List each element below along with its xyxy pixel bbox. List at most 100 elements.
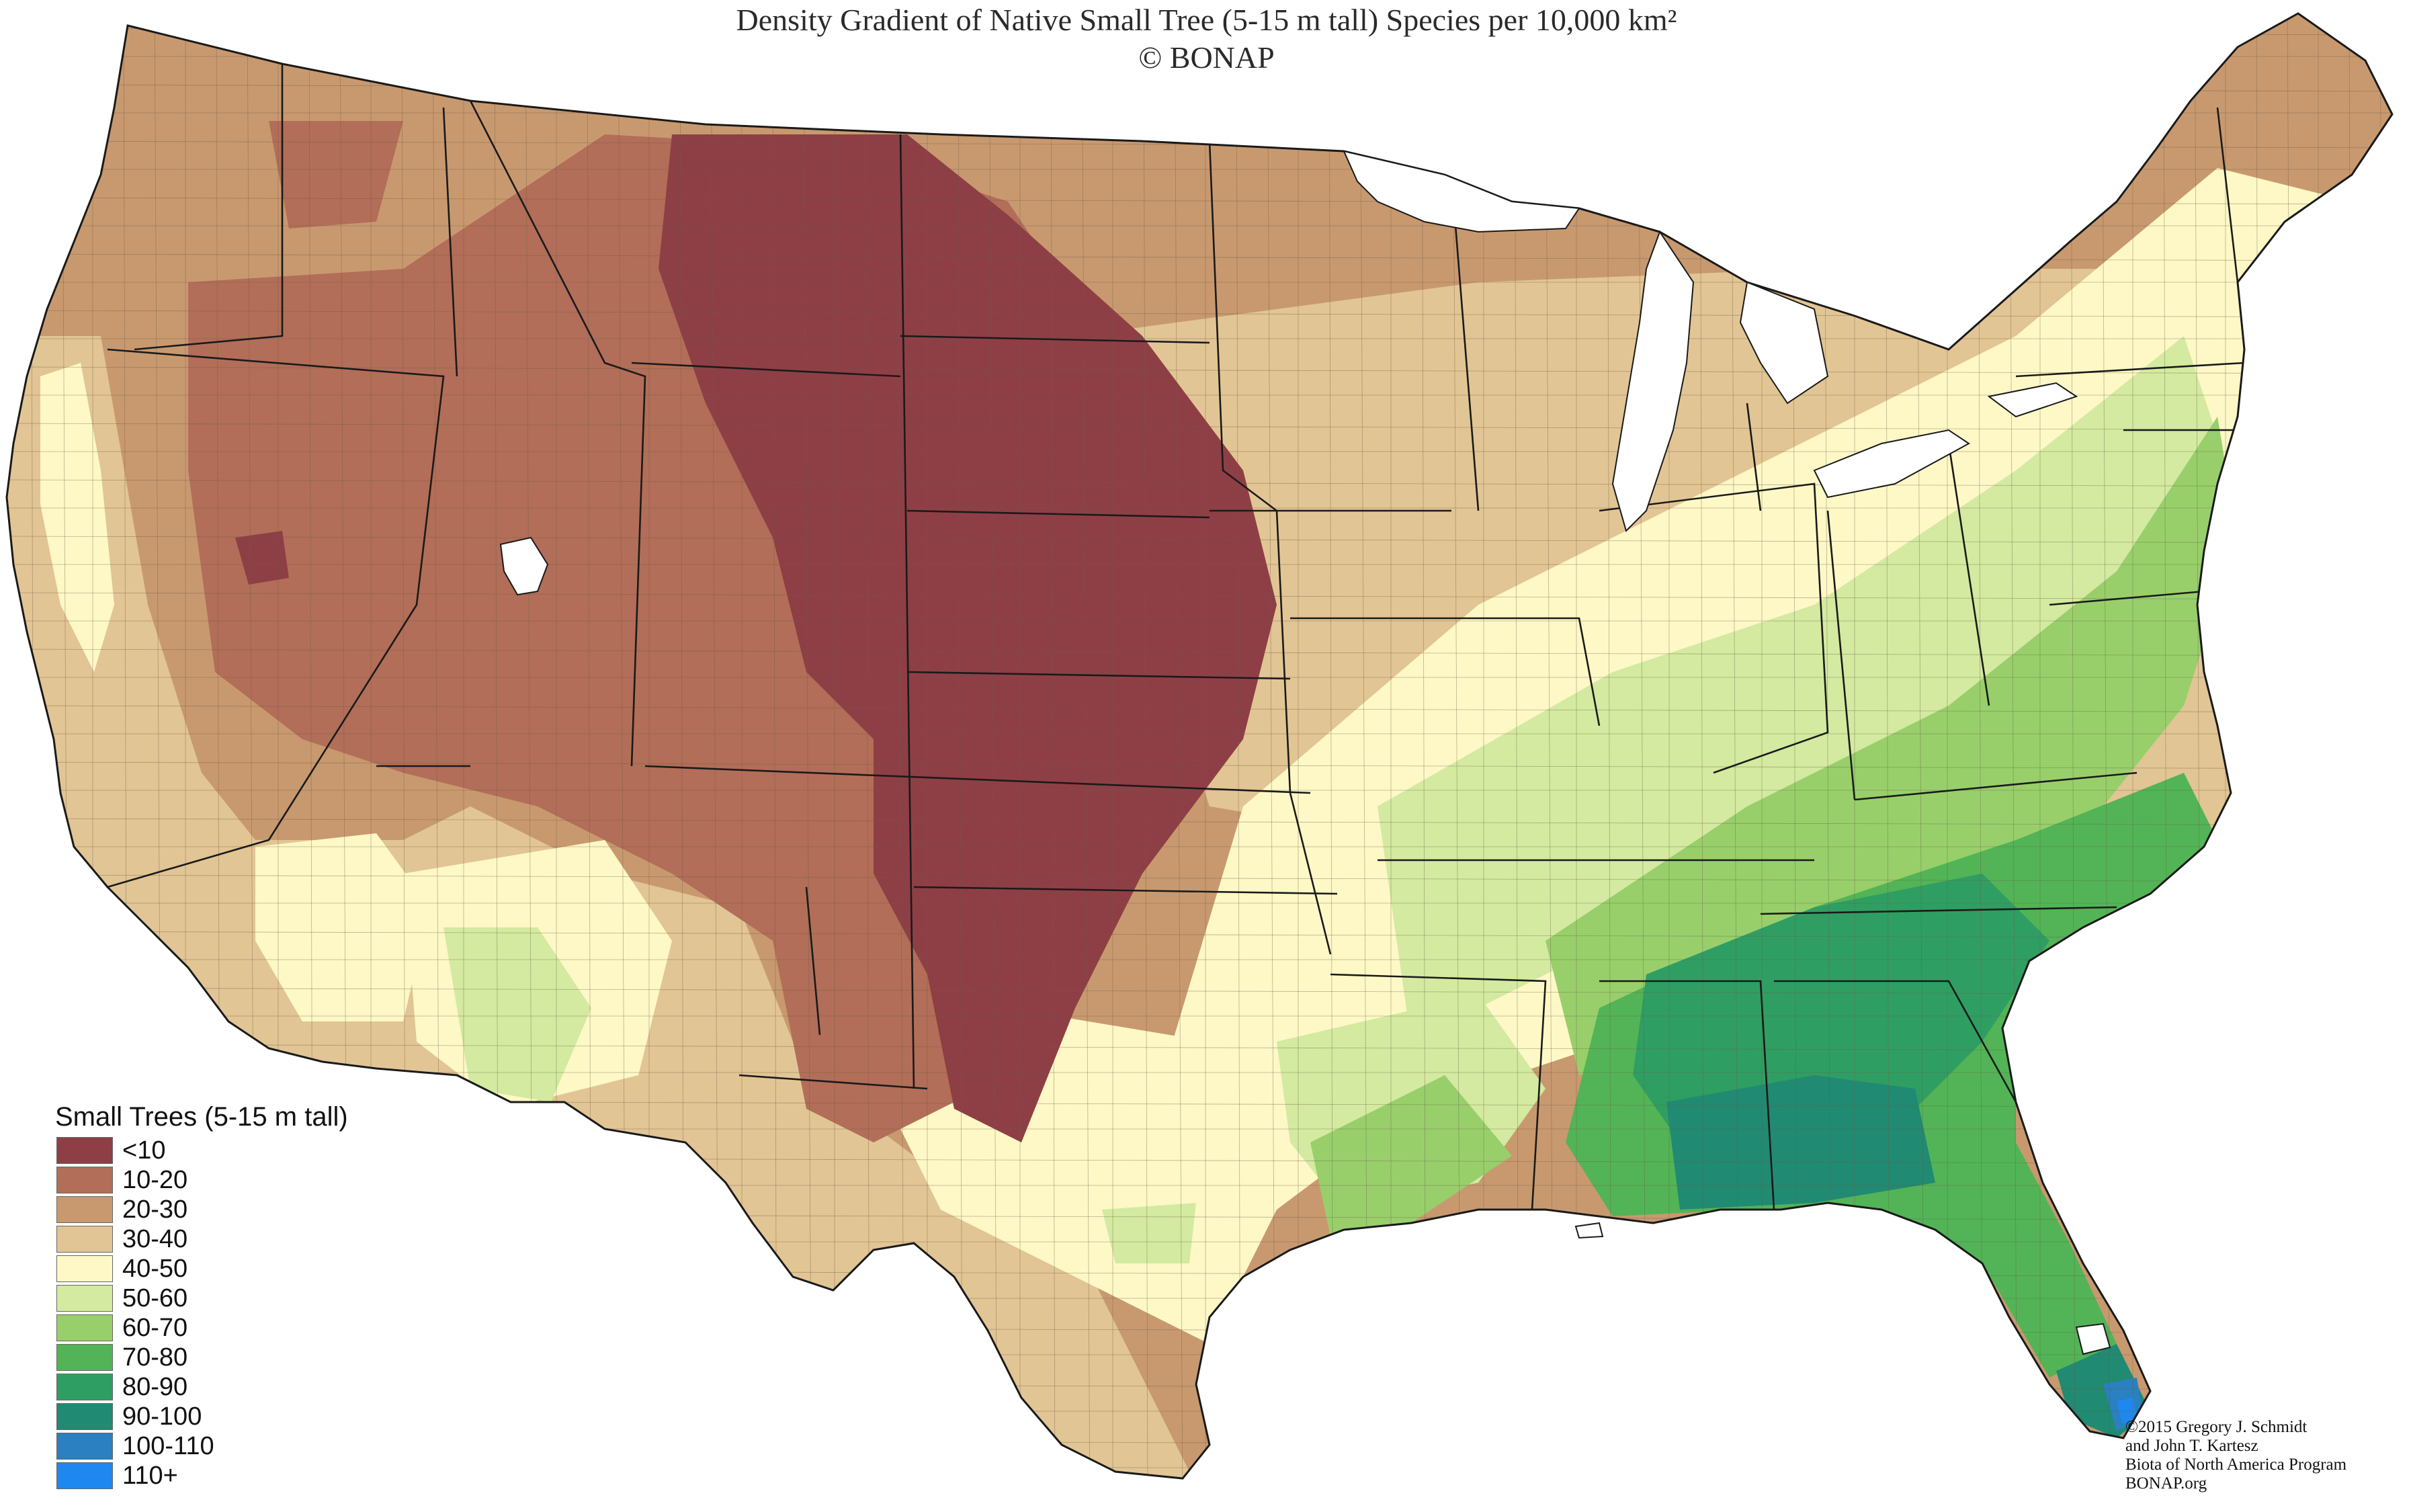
state-boundary (1826, 510, 1856, 800)
credits-block: ©2015 Gregory J. Schmidt and John T. Kar… (2125, 1418, 2346, 1493)
legend-label: 110+ (122, 1461, 178, 1490)
state-boundary (906, 671, 1291, 680)
legend-item: 10-20 (56, 1165, 348, 1195)
legend-label: 30-40 (122, 1224, 188, 1253)
legend-swatch (56, 1403, 113, 1430)
band-40-50 (255, 833, 430, 1021)
map-copyright: © BONAP (1138, 40, 1275, 75)
legend-items: <10 10-20 20-30 30-40 40-50 50-60 60-70 70-80 80… (56, 1136, 348, 1490)
state-boundary (2049, 590, 2205, 606)
legend-label: 60-70 (122, 1313, 188, 1342)
legend-item: 110+ (56, 1461, 348, 1490)
credit-line: and John T. Kartesz (2125, 1437, 2258, 1455)
legend-label: 20-30 (122, 1195, 188, 1224)
state-boundary (107, 348, 445, 888)
lake-erie (1813, 429, 1970, 499)
legend-swatch (56, 1226, 113, 1253)
band-10-20 (269, 121, 403, 228)
legend-title: Small Trees (5-15 m tall) (55, 1102, 348, 1132)
legend-label: 40-50 (122, 1254, 188, 1283)
state-boundary (1599, 482, 1829, 774)
state-boundary (1289, 792, 1332, 955)
state-boundary (134, 64, 284, 351)
state-boundary (1854, 771, 2137, 801)
map-legend: Small Trees (5-15 m tall) <10 10-20 20-30 3… (55, 1101, 348, 1490)
legend-label: 10-20 (122, 1165, 188, 1194)
map-title-block: Density Gradient of Native Small Tree (5… (0, 1, 2413, 77)
lake-ontario (1987, 382, 2078, 418)
map-title: Density Gradient of Native Small Tree (5… (736, 3, 1677, 37)
lake-superior (1343, 150, 1580, 233)
state-boundary (1290, 617, 1601, 726)
state-boundary (631, 362, 901, 378)
state-boundary (1208, 140, 1292, 794)
state-boundary (1760, 906, 2117, 915)
lake-pontchartrain (1574, 1222, 1604, 1239)
state-boundary (2015, 362, 2245, 378)
state-boundary (1450, 174, 1480, 511)
legend-label: 50-60 (122, 1284, 188, 1312)
legend-label: 100-110 (122, 1431, 214, 1460)
state-boundary (2216, 107, 2239, 283)
credit-line: BONAP.org (2125, 1474, 2207, 1493)
state-boundary (1599, 980, 1775, 1210)
state-boundary (913, 886, 1338, 895)
legend-item: 30-40 (56, 1224, 348, 1254)
legend-label: 70-80 (122, 1343, 188, 1372)
legend-item: 90-100 (56, 1402, 348, 1431)
great-lakes (499, 150, 2111, 1355)
legend-item: 60-70 (56, 1313, 348, 1343)
legend-item: 70-80 (56, 1343, 348, 1372)
band-less-10 (235, 531, 289, 585)
lake-michigan (1611, 230, 1695, 532)
legend-label: 80-90 (122, 1372, 188, 1401)
legend-label: <10 (122, 1136, 166, 1165)
state-boundary (469, 100, 646, 767)
state-boundary (805, 886, 821, 1036)
legend-label: 90-100 (122, 1402, 202, 1431)
legend-swatch (56, 1433, 113, 1460)
band-40-50 (40, 363, 114, 672)
band-50-60 (1102, 1203, 1196, 1263)
state-boundary (900, 335, 1210, 344)
legend-item: 80-90 (56, 1372, 348, 1402)
legend-swatch (56, 1255, 113, 1282)
legend-swatch (56, 1314, 113, 1341)
state-boundary (1746, 403, 1762, 511)
lake-huron (1739, 281, 1829, 405)
state-boundary (644, 765, 1311, 794)
band-60-70 (1546, 417, 2238, 1075)
legend-swatch (56, 1196, 113, 1223)
band-80-90 (1633, 874, 2049, 1142)
legend-swatch (56, 1462, 113, 1489)
us-coastline (5, 12, 2394, 1480)
band-60-70 (1310, 1075, 1512, 1236)
state-boundary (1774, 980, 2017, 1103)
legend-item: 20-30 (56, 1195, 348, 1224)
great-salt-lake (499, 536, 549, 596)
credit-line: ©2015 Gregory J. Schmidt (2125, 1418, 2308, 1436)
state-boundary (1330, 973, 1547, 1210)
state-boundary (899, 134, 915, 1089)
lake-okeechobee (2075, 1322, 2111, 1355)
state-boundary (738, 1074, 928, 1090)
state-boundary (906, 509, 1210, 519)
state-boundary (1947, 443, 1990, 706)
band-90-100 (1666, 1075, 1935, 1210)
legend-item: 100-110 (56, 1431, 348, 1461)
legend-item: 50-60 (56, 1284, 348, 1313)
band-110-plus (2117, 1398, 2137, 1423)
legend-swatch (56, 1374, 113, 1400)
credit-line: Biota of North America Program (2125, 1456, 2347, 1474)
band-50-60 (443, 927, 591, 1102)
legend-swatch (56, 1285, 113, 1312)
legend-item: 40-50 (56, 1254, 348, 1284)
state-boundary-lines (73, 25, 2245, 1210)
legend-swatch (56, 1137, 113, 1164)
legend-swatch (56, 1344, 113, 1371)
legend-item: <10 (56, 1136, 348, 1165)
state-boundary (442, 107, 458, 377)
